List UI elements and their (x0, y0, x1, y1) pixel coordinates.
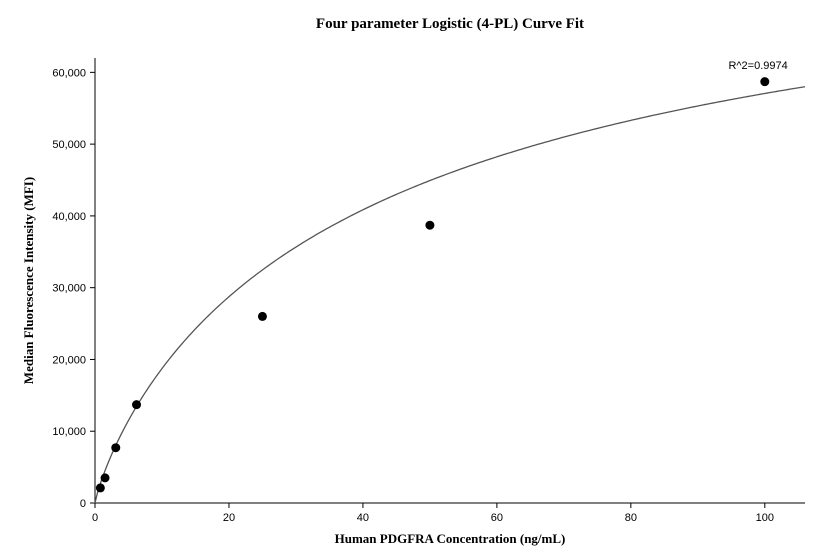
chart-container: Four parameter Logistic (4-PL) Curve Fit… (0, 0, 832, 560)
y-tick-label: 60,000 (52, 67, 86, 79)
y-tick-label: 50,000 (52, 139, 86, 151)
chart-title: Four parameter Logistic (4-PL) Curve Fit (316, 16, 584, 32)
y-axis-label: Median Fluorescence Intensity (MFI) (21, 177, 36, 384)
x-tick-label: 80 (625, 512, 637, 524)
data-point (258, 312, 267, 321)
y-tick-label: 0 (80, 498, 86, 510)
x-tick-label: 20 (223, 512, 235, 524)
chart-background (0, 0, 832, 560)
x-axis-label: Human PDGFRA Concentration (ng/mL) (335, 531, 566, 546)
y-tick-label: 20,000 (52, 354, 86, 366)
data-point (425, 221, 434, 230)
data-point (96, 483, 105, 492)
y-tick-label: 40,000 (52, 211, 86, 223)
x-tick-label: 100 (756, 512, 774, 524)
r-squared-annotation: R^2=0.9974 (728, 60, 787, 72)
y-tick-label: 30,000 (52, 283, 86, 295)
data-point (132, 400, 141, 409)
data-point (111, 443, 120, 452)
x-tick-label: 40 (357, 512, 369, 524)
data-point (101, 473, 110, 482)
y-tick-label: 10,000 (52, 426, 86, 438)
chart-svg: Four parameter Logistic (4-PL) Curve Fit… (0, 0, 832, 560)
x-tick-label: 60 (491, 512, 503, 524)
data-point (760, 77, 769, 86)
x-tick-label: 0 (92, 512, 98, 524)
